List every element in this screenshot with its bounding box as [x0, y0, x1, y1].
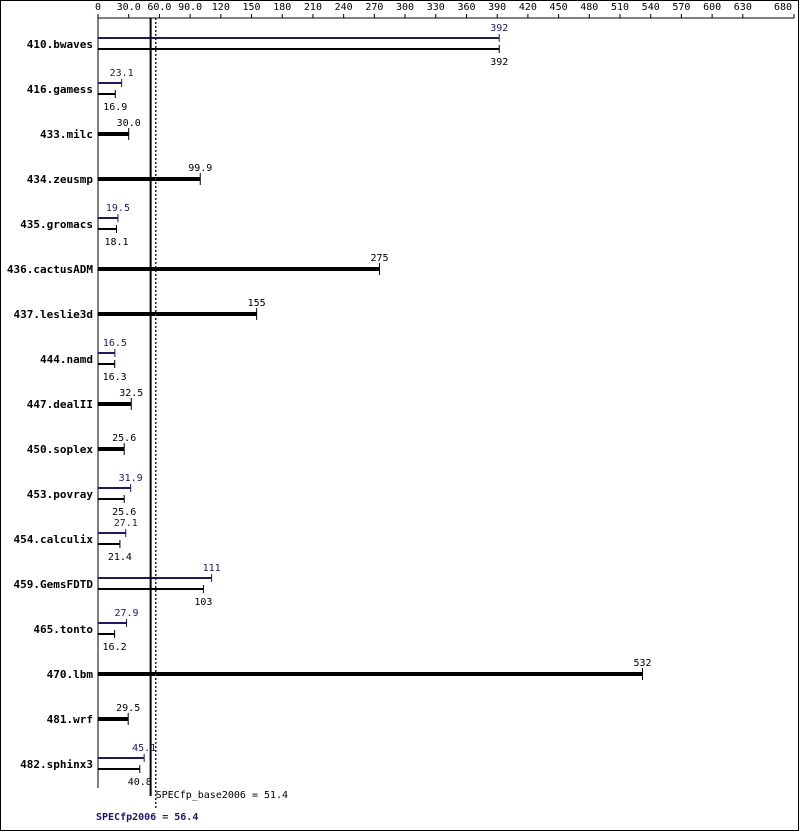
- x-tick-label: 270: [365, 2, 383, 13]
- bar: [98, 177, 201, 181]
- value-label: 45.1: [132, 743, 156, 754]
- category-label: 433.milc: [40, 128, 93, 141]
- bar: [98, 622, 127, 624]
- bar: [98, 577, 212, 579]
- value-label: 103: [194, 597, 212, 608]
- bar: [98, 132, 129, 136]
- value-label: 392: [490, 23, 508, 34]
- x-tick-label: 180: [273, 2, 291, 13]
- category-label: 465.tonto: [33, 623, 93, 636]
- bar: [98, 633, 115, 635]
- value-label: 275: [370, 253, 388, 264]
- category-label: 450.soplex: [27, 443, 94, 456]
- category-label: 481.wrf: [47, 713, 93, 726]
- x-tick-label: 120: [212, 2, 230, 13]
- value-label: 27.9: [115, 608, 139, 619]
- category-label: 459.GemsFDTD: [14, 578, 94, 591]
- value-label: 32.5: [119, 388, 143, 399]
- value-label: 111: [203, 563, 221, 574]
- bar: [98, 267, 380, 271]
- x-tick-label: 510: [611, 2, 629, 13]
- x-tick-label: 240: [335, 2, 353, 13]
- x-tick-label: 630: [734, 2, 752, 13]
- category-label: 410.bwaves: [27, 38, 93, 51]
- value-label: 155: [248, 298, 266, 309]
- bar: [98, 363, 115, 365]
- bar: [98, 93, 116, 95]
- value-label: 392: [490, 57, 508, 68]
- value-label: 29.5: [116, 703, 140, 714]
- summary-label: SPECfp_base2006 = 51.4: [156, 790, 288, 801]
- value-label: 27.1: [114, 518, 138, 529]
- x-tick-label: 30.0: [117, 2, 141, 13]
- category-label: 436.cactusADM: [7, 263, 93, 276]
- x-tick-label: 600: [703, 2, 721, 13]
- value-label: 31.9: [119, 473, 143, 484]
- x-tick-label: 90.0: [178, 2, 202, 13]
- x-tick-label: 570: [672, 2, 690, 13]
- category-label: 482.sphinx3: [20, 758, 93, 771]
- x-tick-label: 420: [519, 2, 537, 13]
- x-tick-label: 0: [95, 2, 101, 13]
- value-label: 16.2: [103, 642, 127, 653]
- bar: [98, 352, 115, 354]
- value-label: 532: [633, 658, 651, 669]
- x-tick-label: 360: [457, 2, 475, 13]
- bar: [98, 498, 125, 500]
- bar: [98, 532, 126, 534]
- bar: [98, 402, 132, 406]
- x-tick-label: 300: [396, 2, 414, 13]
- bar: [98, 768, 140, 770]
- x-tick-label: 60.0: [147, 2, 171, 13]
- category-label: 453.povray: [27, 488, 94, 501]
- category-label: 434.zeusmp: [27, 173, 94, 186]
- category-label: 447.dealII: [27, 398, 93, 411]
- value-label: 18.1: [104, 237, 128, 248]
- bar: [98, 228, 117, 230]
- category-label: 435.gromacs: [20, 218, 93, 231]
- bar: [98, 757, 145, 759]
- value-label: 25.6: [112, 507, 136, 518]
- category-label: 470.lbm: [47, 668, 94, 681]
- bar: [98, 487, 131, 489]
- x-tick-label: 480: [580, 2, 598, 13]
- category-label: 444.namd: [40, 353, 93, 366]
- bar: [98, 447, 125, 451]
- value-label: 19.5: [106, 203, 130, 214]
- value-label: 16.9: [103, 102, 127, 113]
- x-tick-label: 540: [642, 2, 660, 13]
- bar: [98, 543, 120, 545]
- x-tick-label: 330: [427, 2, 445, 13]
- summary-label: SPECfp2006 = 56.4: [96, 812, 198, 823]
- bar: [98, 672, 643, 676]
- x-tick-label: 450: [550, 2, 568, 13]
- value-label: 16.5: [103, 338, 127, 349]
- value-label: 30.0: [117, 118, 141, 129]
- bar: [98, 82, 122, 84]
- bar: [98, 717, 129, 721]
- x-tick-label: 680: [774, 2, 792, 13]
- value-label: 40.8: [128, 777, 152, 788]
- bar: [98, 312, 257, 316]
- x-tick-label: 390: [488, 2, 506, 13]
- value-label: 99.9: [188, 163, 212, 174]
- bar: [98, 48, 500, 50]
- category-label: 437.leslie3d: [14, 308, 93, 321]
- x-tick-label: 210: [304, 2, 322, 13]
- value-label: 21.4: [108, 552, 132, 563]
- value-label: 25.6: [112, 433, 136, 444]
- bar: [98, 37, 500, 39]
- value-label: 23.1: [110, 68, 134, 79]
- value-label: 16.3: [103, 372, 127, 383]
- bar: [98, 217, 118, 219]
- x-tick-label: 150: [242, 2, 260, 13]
- category-label: 416.gamess: [27, 83, 93, 96]
- category-label: 454.calculix: [14, 533, 94, 546]
